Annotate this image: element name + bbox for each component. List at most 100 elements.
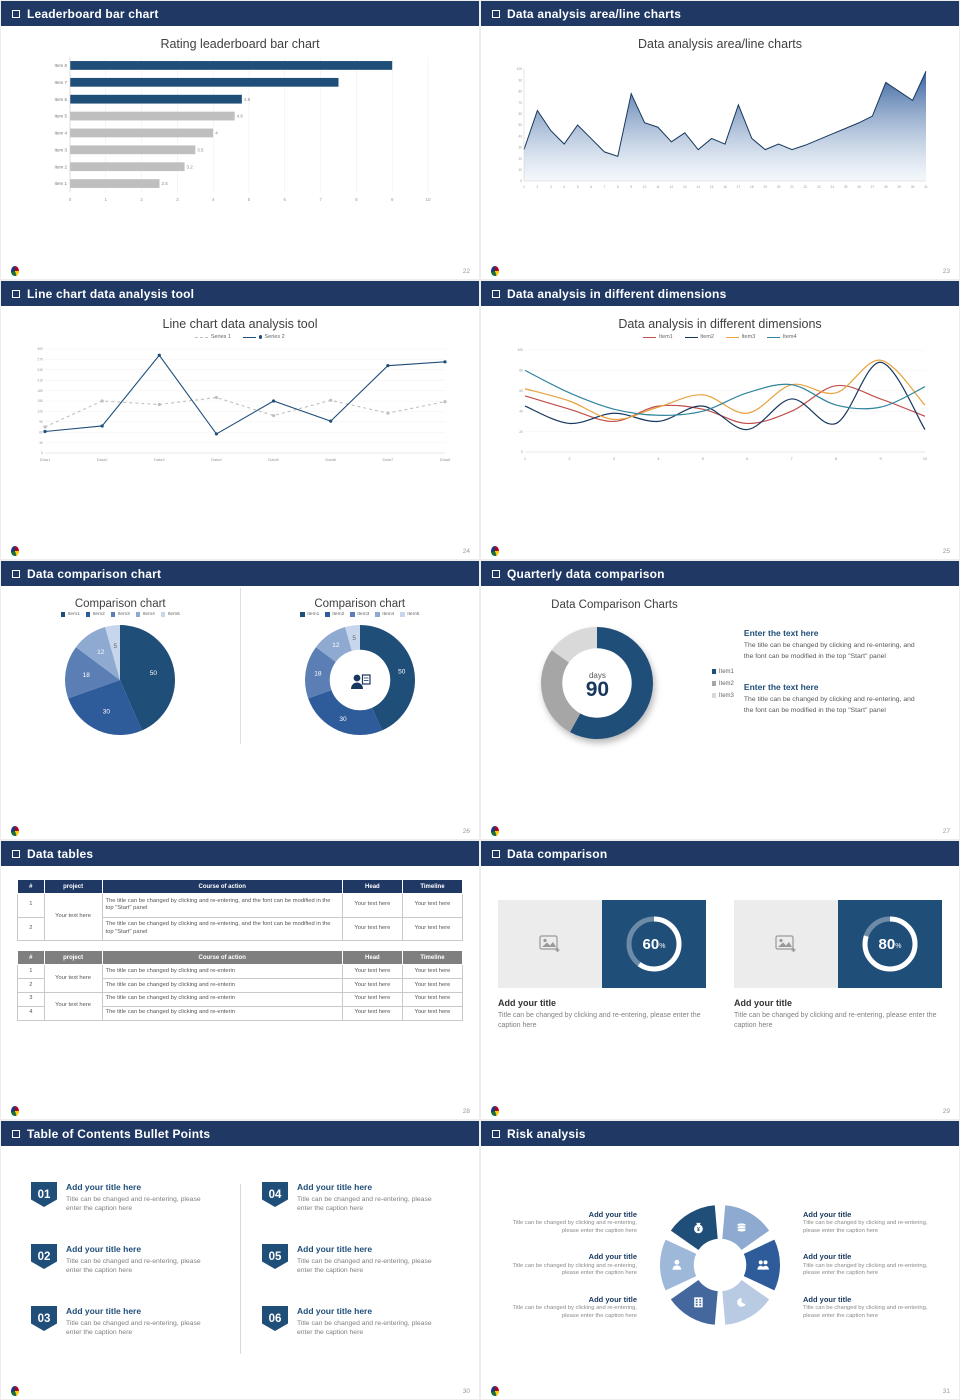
chart-title: Rating leaderboard bar chart: [160, 37, 320, 51]
svg-text:Item 6: Item 6: [54, 97, 67, 102]
svg-text:60: 60: [519, 389, 523, 393]
col-header: Head: [341, 879, 403, 894]
cell-num: 2: [17, 978, 45, 993]
data-table-1: # project Course of action Head Timeline…: [17, 879, 464, 942]
page-number: 31: [942, 1388, 950, 1395]
slide-risk-analysis[interactable]: Risk analysis Add your title Title can b…: [480, 1120, 960, 1400]
svg-text:40: 40: [519, 409, 523, 413]
svg-text:Item 2: Item 2: [54, 164, 67, 169]
svg-text:18: 18: [83, 672, 91, 679]
svg-text:14: 14: [696, 185, 700, 189]
progress-box: 80%: [838, 900, 942, 988]
svg-text:30: 30: [103, 708, 111, 715]
risk-item-caption: Title can be changed by clicking and re-…: [512, 1262, 638, 1277]
text-blocks: Enter the text here The title can be cha…: [734, 586, 945, 748]
svg-text:30: 30: [518, 146, 522, 150]
toc-item: 01 Add your title here Title can be chan…: [31, 1182, 218, 1244]
svg-text:30: 30: [911, 185, 915, 189]
legend-item: Item2: [684, 334, 714, 340]
line-chart: 0 30 60 90 120 150 180 210 240 270 300 Data1 Data2 Da…: [37, 347, 451, 462]
slide-line-chart-tool[interactable]: Line chart data analysis tool Line chart…: [0, 280, 480, 560]
slide-data-tables[interactable]: Data tables # project Course of action H…: [0, 840, 480, 1120]
svg-text:Item 1: Item 1: [54, 181, 67, 186]
cell-head: Your text here: [341, 916, 403, 942]
progress-ring-80: 80%: [862, 916, 918, 972]
svg-text:12: 12: [97, 649, 105, 656]
slide-quarterly-comparison[interactable]: Quarterly data comparison Data Compariso…: [480, 560, 960, 840]
svg-text:50: 50: [150, 670, 158, 677]
legend-label: Item4: [782, 334, 797, 340]
svg-text:90: 90: [39, 420, 43, 424]
svg-text:Data5: Data5: [268, 457, 279, 462]
svg-text:4.6: 4.6: [237, 114, 244, 119]
col-header: project: [43, 879, 103, 894]
legend-label: Item2: [332, 612, 345, 617]
slide-header-title: Data comparison: [507, 846, 608, 861]
svg-text:5: 5: [577, 185, 579, 189]
legend-item: Item3: [350, 612, 369, 617]
slide-data-comparison[interactable]: Data comparison 60%: [480, 840, 960, 1120]
svg-text:8: 8: [617, 185, 619, 189]
cell-course: The title can be changed by clicking and…: [101, 978, 343, 993]
risk-item-title: Add your title: [803, 1294, 852, 1304]
slide-header-title: Table of Contents Bullet Points: [27, 1126, 211, 1141]
square-bullet-icon: [12, 1129, 20, 1138]
toc-item-title: Add your title here: [297, 1306, 373, 1316]
toc-number-badge: 03: [31, 1306, 57, 1331]
series2-line-swatch: [243, 336, 256, 338]
page-number: 23: [942, 268, 950, 275]
svg-text:300: 300: [37, 347, 43, 351]
chart-title: Data analysis in different dimensions: [618, 317, 822, 331]
legend-label: Item1: [718, 668, 734, 675]
svg-text:4: 4: [212, 197, 215, 202]
legend-label: Item3: [741, 334, 756, 340]
legend-item: Item2: [325, 612, 344, 617]
svg-text:5: 5: [352, 635, 356, 642]
legend-label: Item1: [307, 612, 320, 617]
toc-number-badge: 05: [262, 1244, 288, 1269]
square-bullet-icon: [492, 569, 500, 578]
item1-swatch: [711, 669, 717, 674]
slide-data-comparison-chart[interactable]: Data comparison chart Comparison chart I…: [0, 560, 480, 840]
text-block: Enter the text here The title can be cha…: [744, 682, 943, 716]
risk-item: Add your title Title can be changed by c…: [505, 1295, 638, 1321]
item3-swatch: [350, 612, 355, 617]
item2-swatch: [325, 612, 330, 617]
slide-multi-line-chart[interactable]: Data analysis in different dimensions Da…: [480, 280, 960, 560]
cell-num: 3: [17, 991, 45, 1007]
toc-item-caption: Title can be changed and re-entering, pl…: [66, 1195, 201, 1213]
svg-text:8: 8: [355, 197, 358, 202]
svg-text:5: 5: [248, 197, 251, 202]
item4-swatch: [135, 612, 141, 617]
svg-text:3.2: 3.2: [187, 164, 194, 169]
svg-text:270: 270: [37, 358, 43, 362]
slide-area-chart[interactable]: Data analysis area/line charts Data anal…: [480, 0, 960, 280]
legend-label: Item1: [67, 612, 80, 617]
progress-box: 60%: [602, 900, 706, 988]
svg-text:Item 8: Item 8: [54, 63, 67, 68]
toc-item-title: Add your title here: [66, 1306, 142, 1316]
svg-text:3: 3: [176, 197, 179, 202]
table-row: 2 The title can be changed by clicking a…: [17, 916, 464, 942]
pie-legend: Item1 Item2 Item3 Item4 Item5: [1, 612, 240, 617]
svg-text:50: 50: [518, 123, 522, 127]
col-header: #: [17, 879, 45, 894]
card-title: Add your title: [498, 998, 556, 1008]
risk-item-title: Add your title: [588, 1252, 637, 1262]
svg-text:12: 12: [332, 642, 340, 649]
image-placeholder-icon: [539, 935, 560, 952]
svg-text:7: 7: [604, 185, 606, 189]
svg-text:210: 210: [37, 378, 43, 382]
toc-item-title: Add your title here: [297, 1182, 373, 1192]
cell-num: 1: [17, 893, 45, 918]
slide-leaderboard-bar-chart[interactable]: Leaderboard bar chart Rating leaderboard…: [0, 0, 480, 280]
image-placeholder-icon: [775, 935, 796, 952]
svg-text:Data4: Data4: [211, 457, 222, 462]
slide-table-of-contents[interactable]: Table of Contents Bullet Points 01 Add y…: [0, 1120, 480, 1400]
risk-item-caption: Title can be changed by clicking and re-…: [803, 1262, 928, 1277]
risk-item: Add your title Title can be changed by c…: [803, 1252, 935, 1278]
slide-header: Data analysis in different dimensions: [481, 281, 959, 306]
legend-item: Item1: [300, 612, 319, 617]
cell-timeline: Your text here: [401, 964, 464, 980]
progress-ring-60: 60%: [626, 916, 682, 972]
